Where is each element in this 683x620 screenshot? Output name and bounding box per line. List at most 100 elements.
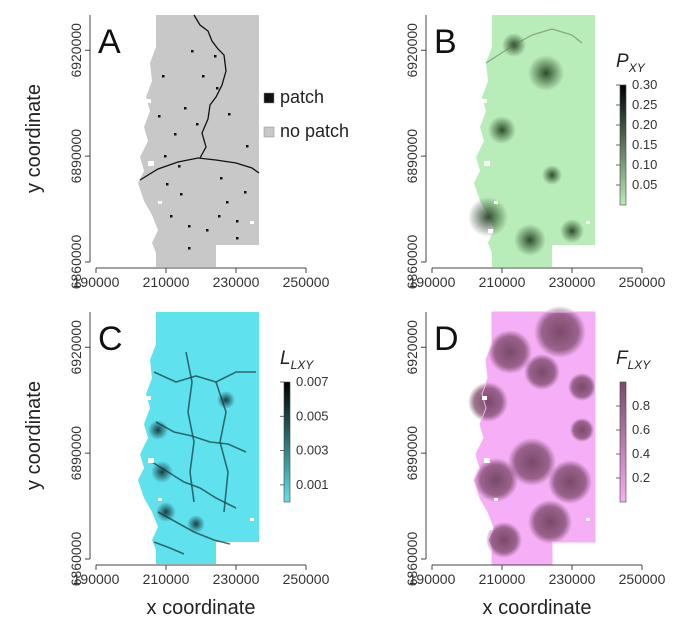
colorbar-subscript: XY — [628, 61, 646, 75]
patch-cell — [246, 145, 249, 148]
x-tick-label: 190000 — [409, 571, 456, 587]
colorbar-tick-label: 0.003 — [296, 443, 329, 458]
map-panel-b — [468, 15, 595, 267]
map-gap — [484, 161, 490, 166]
y-tick-label: 6890000 — [404, 426, 420, 481]
x-axis-title: x coordinate — [147, 597, 256, 619]
connectivity-corridor — [155, 421, 247, 453]
patch-cell — [191, 50, 194, 53]
colorbar-tick-label: 0.6 — [632, 422, 650, 437]
x-tick-label: 190000 — [73, 571, 120, 587]
x-tick-label: 230000 — [549, 274, 596, 290]
map-panel-a — [138, 14, 260, 267]
colorbar — [283, 381, 291, 503]
legend-swatch — [263, 126, 275, 138]
patch-cell — [236, 220, 239, 223]
fragmentation-patch — [486, 522, 522, 558]
y-axis-title: y coordinate — [23, 381, 45, 490]
fragmentation-patch — [570, 418, 594, 442]
fragmentation-patch — [488, 330, 532, 374]
x-tick-label: 250000 — [283, 274, 330, 290]
map-region — [474, 15, 595, 267]
colorbar-tick-label: 0.20 — [632, 117, 657, 132]
probability-hotspot — [560, 219, 584, 243]
x-tick-label: 210000 — [479, 274, 526, 290]
patch-cell — [216, 87, 219, 90]
y-tick-label: 6860000 — [68, 235, 84, 290]
connectivity-hotspot — [217, 391, 235, 409]
patch-cell — [164, 155, 167, 158]
patch-cell — [218, 215, 221, 218]
probability-hotspot — [468, 197, 508, 237]
map-gap — [482, 99, 487, 103]
patch-cell — [244, 191, 247, 194]
map-gap — [146, 396, 151, 400]
colorbar-title: FLXY — [616, 348, 651, 372]
panel-letter: A — [98, 23, 121, 61]
patch-cell — [170, 215, 173, 218]
map-gap — [586, 221, 590, 224]
map-gap — [152, 229, 157, 233]
y-tick-label: 6890000 — [68, 426, 84, 481]
map-outline — [473, 311, 596, 565]
x-tick-label: 230000 — [549, 571, 596, 587]
map-gap — [250, 518, 254, 521]
patch-cell — [188, 225, 191, 228]
connectivity-corridor — [153, 371, 256, 383]
map-gap — [148, 458, 154, 463]
patch-cell — [184, 107, 187, 110]
x-tick-label: 250000 — [619, 571, 666, 587]
patch-cell — [162, 75, 165, 78]
y-tick-label: 6890000 — [68, 129, 84, 184]
fragmentation-patch — [468, 382, 508, 422]
x-tick-label: 210000 — [143, 274, 190, 290]
panel-letter: C — [98, 320, 123, 358]
map-gap — [494, 201, 498, 204]
map-gap — [152, 526, 157, 530]
fragmentation-patch — [568, 373, 596, 401]
map-gap — [148, 161, 154, 166]
x-axis-title: x coordinate — [483, 597, 592, 619]
colorbar-tick-label: 0.4 — [632, 446, 650, 461]
patch-cell — [166, 183, 169, 186]
map-gap — [488, 526, 493, 530]
y-tick-label: 6860000 — [404, 235, 420, 290]
map-gap — [484, 458, 490, 463]
y-tick-label: 6890000 — [404, 129, 420, 184]
connectivity-hotspot — [156, 502, 176, 522]
patch-cell — [202, 75, 205, 78]
fragmentation-patch — [528, 500, 572, 544]
x-tick-label: 250000 — [619, 274, 666, 290]
colorbar-tick-label: 0.05 — [632, 177, 657, 192]
patch-cell — [196, 123, 199, 126]
colorbar-tick-label: 0.25 — [632, 97, 657, 112]
y-tick-label: 6920000 — [68, 23, 84, 78]
map-panel-d — [468, 306, 596, 565]
colorbar-tick-label: 0.10 — [632, 157, 657, 172]
probability-hotspot — [542, 165, 562, 185]
colorbar-tick-label: 0.001 — [296, 477, 329, 492]
map-gap — [482, 396, 487, 400]
connectivity-hotspot — [148, 420, 168, 440]
legend-entry: patch — [280, 87, 324, 107]
map-gap — [250, 221, 254, 224]
x-tick-label: 190000 — [73, 274, 120, 290]
connectivity-hotspot — [187, 515, 205, 533]
patch-cell — [214, 55, 217, 58]
colorbar-subscript: LXY — [291, 358, 315, 372]
legend-entry: no patch — [280, 121, 349, 141]
connectivity-corridor — [185, 351, 195, 503]
x-tick-label: 210000 — [479, 571, 526, 587]
fragmentation-patch — [508, 438, 556, 486]
x-tick-label: 190000 — [409, 274, 456, 290]
y-axis-title: y coordinate — [23, 84, 45, 193]
fragmentation-patch — [524, 354, 560, 390]
colorbar-title: PXY — [616, 51, 646, 75]
colorbar — [619, 381, 627, 503]
fragmentation-patch — [548, 460, 592, 504]
x-tick-label: 230000 — [213, 274, 260, 290]
connectivity-hotspot — [151, 461, 173, 483]
patch-cell — [220, 177, 223, 180]
patch-cell — [206, 229, 209, 232]
y-tick-label: 6860000 — [404, 532, 420, 587]
